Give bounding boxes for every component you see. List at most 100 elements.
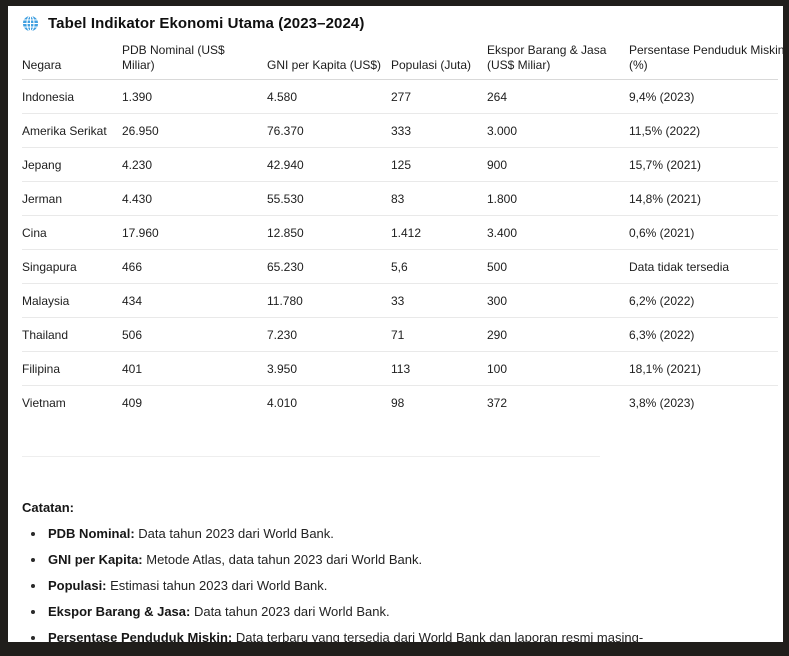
cell-pdb: 401: [122, 361, 143, 376]
cell-negara: Vietnam: [22, 395, 66, 410]
cell-populasi: 33: [391, 293, 405, 308]
cell-gni: 7.230: [267, 327, 298, 342]
cell-negara: Filipina: [22, 361, 61, 376]
table-row: Singapura 466 65.230 5,6 500 Data tidak …: [22, 250, 778, 284]
header-cell-populasi: Populasi (Juta): [391, 58, 487, 73]
cell-pdb: 26.950: [122, 123, 159, 138]
page-title: Tabel Indikator Ekonomi Utama (2023–2024…: [48, 15, 365, 32]
bullet-dot: [31, 610, 35, 614]
cell-miskin: 6,2% (2022): [629, 293, 695, 308]
note-label: PDB Nominal:: [48, 526, 135, 541]
note-label: Populasi:: [48, 578, 107, 593]
cell-ekspor: 264: [487, 89, 508, 104]
cell-gni: 4.010: [267, 395, 298, 410]
cell-negara: Thailand: [22, 327, 69, 342]
cell-gni: 55.530: [267, 191, 304, 206]
title-bar: Tabel Indikator Ekonomi Utama (2023–2024…: [22, 15, 783, 32]
note-label: GNI per Kapita:: [48, 552, 143, 567]
notes-list: PDB Nominal: Data tahun 2023 dari World …: [22, 526, 783, 642]
note-text: Data terbaru yang tersedia dari World Ba…: [232, 630, 644, 642]
cell-negara: Indonesia: [22, 89, 75, 104]
note-text: Metode Atlas, data tahun 2023 dari World…: [142, 552, 423, 567]
cell-miskin: 3,8% (2023): [629, 395, 695, 410]
notes-section: Catatan: PDB Nominal: Data tahun 2023 da…: [22, 499, 783, 642]
table-row: Jerman 4.430 55.530 83 1.800 14,8% (2021…: [22, 182, 778, 216]
bullet-dot: [31, 558, 35, 562]
section-divider: [22, 456, 600, 457]
bullet-dot: [31, 532, 35, 536]
cell-ekspor: 500: [487, 259, 508, 274]
table-row: Cina 17.960 12.850 1.412 3.400 0,6% (202…: [22, 216, 778, 250]
cell-ekspor: 900: [487, 157, 508, 172]
table-row: Vietnam 409 4.010 98 372 3,8% (2023): [22, 386, 778, 419]
header-line: PDB Nominal (US$: [122, 43, 225, 57]
table-header-row: Negara PDB Nominal (US$ Miliar) GNI per …: [22, 39, 783, 80]
cell-gni: 42.940: [267, 157, 304, 172]
cell-gni: 4.580: [267, 89, 298, 104]
cell-populasi: 113: [391, 361, 411, 376]
cell-negara: Jepang: [22, 157, 62, 172]
cell-miskin: 0,6% (2021): [629, 225, 695, 240]
cell-populasi: 71: [391, 327, 405, 342]
cell-populasi: 98: [391, 395, 405, 410]
cell-negara: Jerman: [22, 191, 63, 206]
header-line: Persentase Penduduk Miskin: [629, 43, 783, 57]
header-line: (US$ Miliar): [487, 58, 551, 72]
cell-populasi: 1.412: [391, 225, 422, 240]
note-item: GNI per Kapita: Metode Atlas, data tahun…: [22, 552, 783, 568]
bullet-dot: [31, 636, 35, 640]
cell-pdb: 4.430: [122, 191, 153, 206]
note-item: PDB Nominal: Data tahun 2023 dari World …: [22, 526, 783, 542]
note-text: Estimasi tahun 2023 dari World Bank.: [106, 578, 328, 593]
note-text: Data tahun 2023 dari World Bank.: [134, 526, 334, 541]
cell-gni: 12.850: [267, 225, 304, 240]
cell-ekspor: 3.400: [487, 225, 518, 240]
cell-gni: 65.230: [267, 259, 304, 274]
cell-pdb: 1.390: [122, 89, 153, 104]
content-frame: Tabel Indikator Ekonomi Utama (2023–2024…: [8, 6, 783, 642]
cell-populasi: 277: [391, 89, 412, 104]
cell-pdb: 434: [122, 293, 143, 308]
cell-miskin: 9,4% (2023): [629, 89, 695, 104]
note-item: Populasi: Estimasi tahun 2023 dari World…: [22, 578, 783, 594]
cell-populasi: 333: [391, 123, 412, 138]
cell-pdb: 17.960: [122, 225, 159, 240]
cell-pdb: 409: [122, 395, 143, 410]
cell-gni: 76.370: [267, 123, 304, 138]
header-cell-negara: Negara: [22, 58, 122, 73]
cell-ekspor: 300: [487, 293, 508, 308]
cell-miskin: 6,3% (2022): [629, 327, 695, 342]
globe-icon: [22, 15, 39, 32]
header-line: GNI per Kapita (US$): [267, 58, 382, 72]
cell-negara: Amerika Serikat: [22, 123, 107, 138]
cell-populasi: 125: [391, 157, 412, 172]
cell-gni: 11.780: [267, 293, 303, 308]
header-line: Miliar): [122, 58, 155, 72]
bullet-dot: [31, 584, 35, 588]
data-table: Negara PDB Nominal (US$ Miliar) GNI per …: [22, 39, 783, 419]
table-row: Indonesia 1.390 4.580 277 264 9,4% (2023…: [22, 80, 778, 114]
cell-miskin: Data tidak tersedia: [629, 259, 730, 274]
note-label: Ekspor Barang & Jasa:: [48, 604, 191, 619]
header-cell-gni: GNI per Kapita (US$): [267, 58, 391, 73]
note-item: Ekspor Barang & Jasa: Data tahun 2023 da…: [22, 604, 783, 620]
table-row: Filipina 401 3.950 113 100 18,1% (2021): [22, 352, 778, 386]
header-line: Populasi (Juta): [391, 58, 472, 72]
cell-negara: Cina: [22, 225, 47, 240]
cell-ekspor: 1.800: [487, 191, 518, 206]
cell-ekspor: 3.000: [487, 123, 518, 138]
cell-ekspor: 100: [487, 361, 508, 376]
table-row: Jepang 4.230 42.940 125 900 15,7% (2021): [22, 148, 778, 182]
note-text: Data tahun 2023 dari World Bank.: [190, 604, 390, 619]
cell-negara: Malaysia: [22, 293, 70, 308]
header-cell-pdb: PDB Nominal (US$ Miliar): [122, 43, 267, 73]
table-row: Thailand 506 7.230 71 290 6,3% (2022): [22, 318, 778, 352]
note-label: Persentase Penduduk Miskin:: [48, 630, 233, 642]
header-line: (%): [629, 58, 648, 72]
cell-pdb: 466: [122, 259, 143, 274]
cell-populasi: 83: [391, 191, 405, 206]
cell-ekspor: 372: [487, 395, 508, 410]
notes-heading: Catatan:: [22, 500, 75, 515]
cell-miskin: 15,7% (2021): [629, 157, 702, 172]
cell-negara: Singapura: [22, 259, 77, 274]
